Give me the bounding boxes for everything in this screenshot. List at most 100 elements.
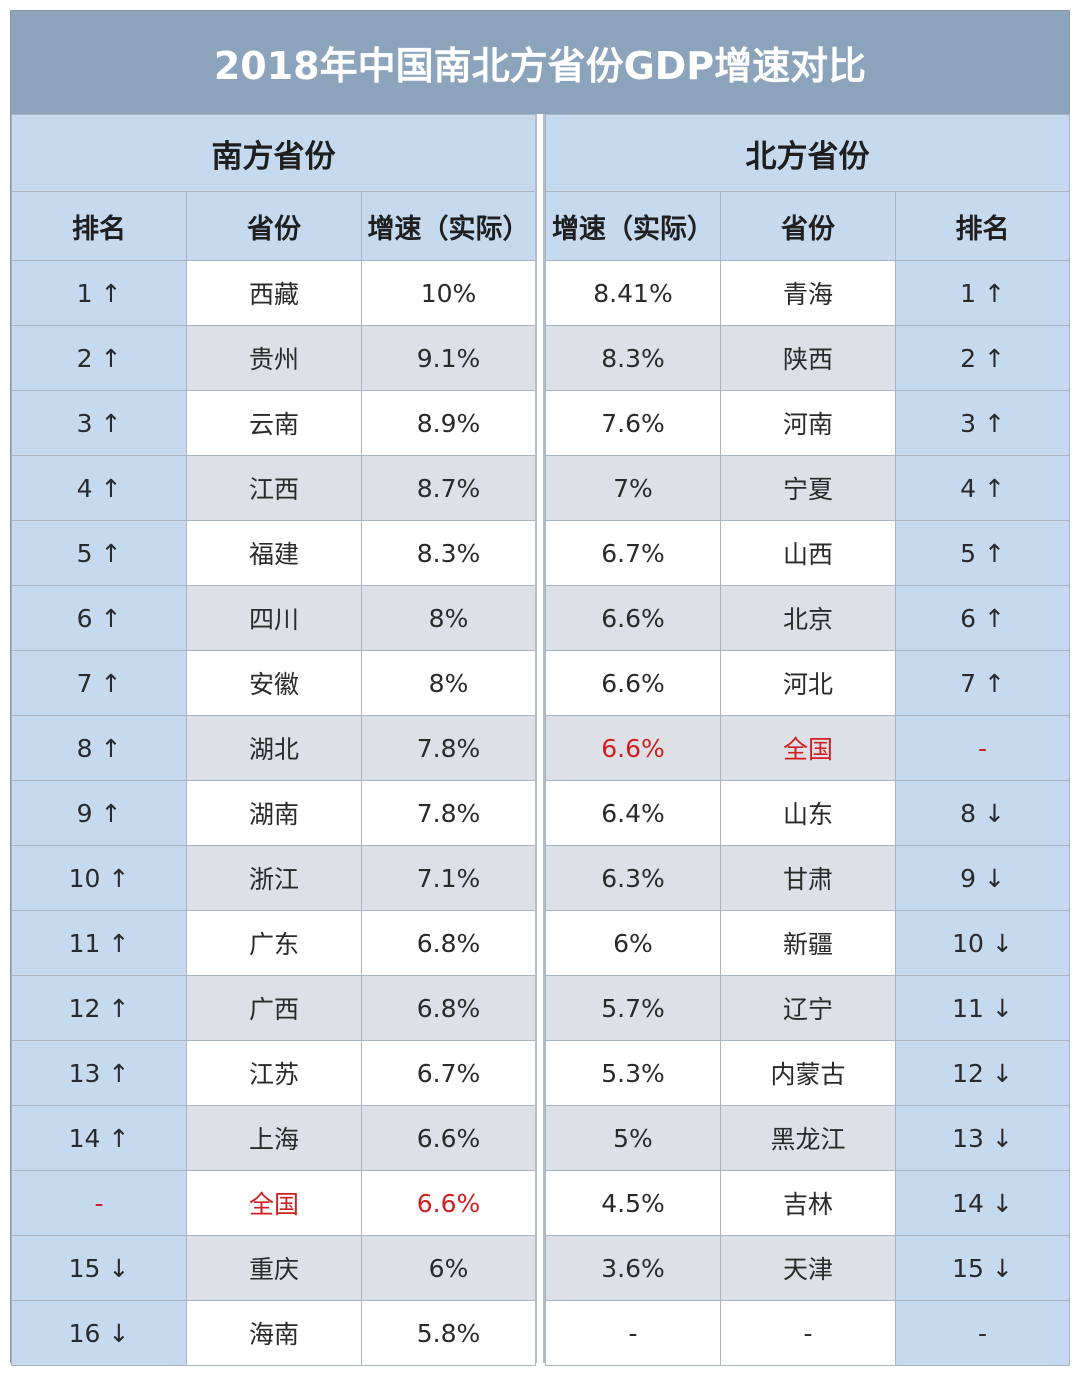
north-province-cell: 山西 xyxy=(720,520,896,586)
south-growth-cell: 6% xyxy=(360,1235,537,1301)
north-province-cell: 内蒙古 xyxy=(720,1040,896,1106)
south-table-row: 2 ↑ 贵州 9.1% xyxy=(11,325,537,391)
south-growth-cell: 6.8% xyxy=(360,975,537,1041)
south-growth-cell: 6.8% xyxy=(360,910,537,976)
south-table-row: 5 ↑ 福建 8.3% xyxy=(11,520,537,586)
south-province-cell: 湖北 xyxy=(186,715,362,781)
north-rank-cell: 11 ↓ xyxy=(894,975,1071,1041)
north-table-row: 8.3% 陕西 2 ↑ xyxy=(545,325,1071,391)
south-table-row: 10 ↑ 浙江 7.1% xyxy=(11,845,537,911)
north-rank-cell: 3 ↑ xyxy=(894,390,1071,456)
south-table-row: 6 ↑ 四川 8% xyxy=(11,585,537,651)
north-province-cell: 河北 xyxy=(720,650,896,716)
north-rank-cell: 1 ↑ xyxy=(894,260,1071,326)
south-growth-cell: 6.6% xyxy=(360,1105,537,1171)
comparison-table-frame: 2018年中国南北方省份GDP增速对比 南方省份 排名 省份 增速（实际） 1 … xyxy=(10,10,1071,1366)
north-table-row: 5.7% 辽宁 11 ↓ xyxy=(545,975,1071,1041)
south-growth-cell: 5.8% xyxy=(360,1300,537,1366)
north-province-cell: 黑龙江 xyxy=(720,1105,896,1171)
north-panel: 北方省份 增速（实际） 省份 排名 8.41% 青海 1 ↑ 8.3% 陕西 2 ↑ 7.6… xyxy=(544,114,1071,1366)
north-rank-header: 排名 xyxy=(894,191,1071,261)
south-growth-cell: 6.7% xyxy=(360,1040,537,1106)
south-table-row: 1 ↑ 西藏 10% xyxy=(11,260,537,326)
north-province-cell: 宁夏 xyxy=(720,455,896,521)
south-table: 南方省份 排名 省份 增速（实际） 1 ↑ 西藏 10% 2 ↑ 贵州 9.1% 3 ↑ 云南… xyxy=(10,114,537,1366)
south-province-cell: 浙江 xyxy=(186,845,362,911)
north-table-row: 5.3% 内蒙古 12 ↓ xyxy=(545,1040,1071,1106)
north-province-header: 省份 xyxy=(720,191,896,261)
north-table-row: 5% 黑龙江 13 ↓ xyxy=(545,1105,1071,1171)
south-growth-cell: 8.9% xyxy=(360,390,537,456)
north-province-cell: - xyxy=(720,1300,896,1366)
north-growth-header: 增速（实际） xyxy=(545,191,721,261)
north-growth-cell: 8.3% xyxy=(545,325,721,391)
north-province-cell: 北京 xyxy=(720,585,896,651)
south-table-row: 4 ↑ 江西 8.7% xyxy=(11,455,537,521)
south-table-row: - 全国 6.6% xyxy=(11,1170,537,1236)
north-rank-cell: 6 ↑ xyxy=(894,585,1071,651)
south-rank-cell: 16 ↓ xyxy=(11,1300,187,1366)
south-province-cell: 广西 xyxy=(186,975,362,1041)
north-province-cell: 辽宁 xyxy=(720,975,896,1041)
north-table-row: 6.7% 山西 5 ↑ xyxy=(545,520,1071,586)
south-growth-cell: 9.1% xyxy=(360,325,537,391)
north-province-cell: 青海 xyxy=(720,260,896,326)
panel-divider xyxy=(535,114,545,1363)
north-growth-cell: 6% xyxy=(545,910,721,976)
north-table: 北方省份 增速（实际） 省份 排名 8.41% 青海 1 ↑ 8.3% 陕西 2 ↑ 7.6… xyxy=(544,114,1071,1366)
south-table-row: 7 ↑ 安徽 8% xyxy=(11,650,537,716)
north-rank-cell: - xyxy=(894,1300,1071,1366)
north-table-row: 6.3% 甘肃 9 ↓ xyxy=(545,845,1071,911)
north-growth-cell: - xyxy=(545,1300,721,1366)
south-province-cell: 上海 xyxy=(186,1105,362,1171)
north-rank-cell: 8 ↓ xyxy=(894,780,1071,846)
south-growth-cell: 7.8% xyxy=(360,715,537,781)
north-table-row: 3.6% 天津 15 ↓ xyxy=(545,1235,1071,1301)
north-growth-cell: 5.3% xyxy=(545,1040,721,1106)
north-growth-cell: 6.6% xyxy=(545,715,721,781)
north-table-row: 7% 宁夏 4 ↑ xyxy=(545,455,1071,521)
north-table-row: 6.6% 全国 - xyxy=(545,715,1071,781)
north-rank-cell: 7 ↑ xyxy=(894,650,1071,716)
south-rank-cell: 5 ↑ xyxy=(11,520,187,586)
north-table-row: 6% 新疆 10 ↓ xyxy=(545,910,1071,976)
south-province-cell: 湖南 xyxy=(186,780,362,846)
south-table-row: 16 ↓ 海南 5.8% xyxy=(11,1300,537,1366)
north-growth-cell: 3.6% xyxy=(545,1235,721,1301)
south-rank-cell: 14 ↑ xyxy=(11,1105,187,1171)
north-table-row: 8.41% 青海 1 ↑ xyxy=(545,260,1071,326)
north-rank-cell: 12 ↓ xyxy=(894,1040,1071,1106)
south-table-row: 15 ↓ 重庆 6% xyxy=(11,1235,537,1301)
south-province-cell: 广东 xyxy=(186,910,362,976)
south-province-cell: 重庆 xyxy=(186,1235,362,1301)
south-province-header: 省份 xyxy=(186,191,362,261)
south-growth-cell: 8% xyxy=(360,650,537,716)
south-rank-cell: 1 ↑ xyxy=(11,260,187,326)
north-growth-cell: 6.6% xyxy=(545,650,721,716)
south-province-cell: 西藏 xyxy=(186,260,362,326)
south-rank-cell: 8 ↑ xyxy=(11,715,187,781)
north-rank-cell: 5 ↑ xyxy=(894,520,1071,586)
south-rank-cell: 2 ↑ xyxy=(11,325,187,391)
south-growth-cell: 8.7% xyxy=(360,455,537,521)
north-table-row: 7.6% 河南 3 ↑ xyxy=(545,390,1071,456)
south-table-row: 11 ↑ 广东 6.8% xyxy=(11,910,537,976)
north-growth-cell: 7.6% xyxy=(545,390,721,456)
south-table-body: 1 ↑ 西藏 10% 2 ↑ 贵州 9.1% 3 ↑ 云南 8.9% 4 ↑ 江西 8.7% 5 ↑ 福建… xyxy=(11,260,537,1366)
north-growth-cell: 7% xyxy=(545,455,721,521)
north-province-cell: 天津 xyxy=(720,1235,896,1301)
north-group-header: 北方省份 xyxy=(544,114,1071,192)
north-rank-cell: 14 ↓ xyxy=(894,1170,1071,1236)
south-rank-cell: 3 ↑ xyxy=(11,390,187,456)
north-rank-cell: 2 ↑ xyxy=(894,325,1071,391)
north-growth-cell: 8.41% xyxy=(545,260,721,326)
south-rank-header: 排名 xyxy=(11,191,187,261)
table-title: 2018年中国南北方省份GDP增速对比 xyxy=(11,11,1069,115)
south-rank-cell: 4 ↑ xyxy=(11,455,187,521)
north-province-cell: 吉林 xyxy=(720,1170,896,1236)
south-rank-cell: - xyxy=(11,1170,187,1236)
north-table-row: 4.5% 吉林 14 ↓ xyxy=(545,1170,1071,1236)
south-table-row: 13 ↑ 江苏 6.7% xyxy=(11,1040,537,1106)
north-table-row: 6.4% 山东 8 ↓ xyxy=(545,780,1071,846)
north-rank-cell: 10 ↓ xyxy=(894,910,1071,976)
